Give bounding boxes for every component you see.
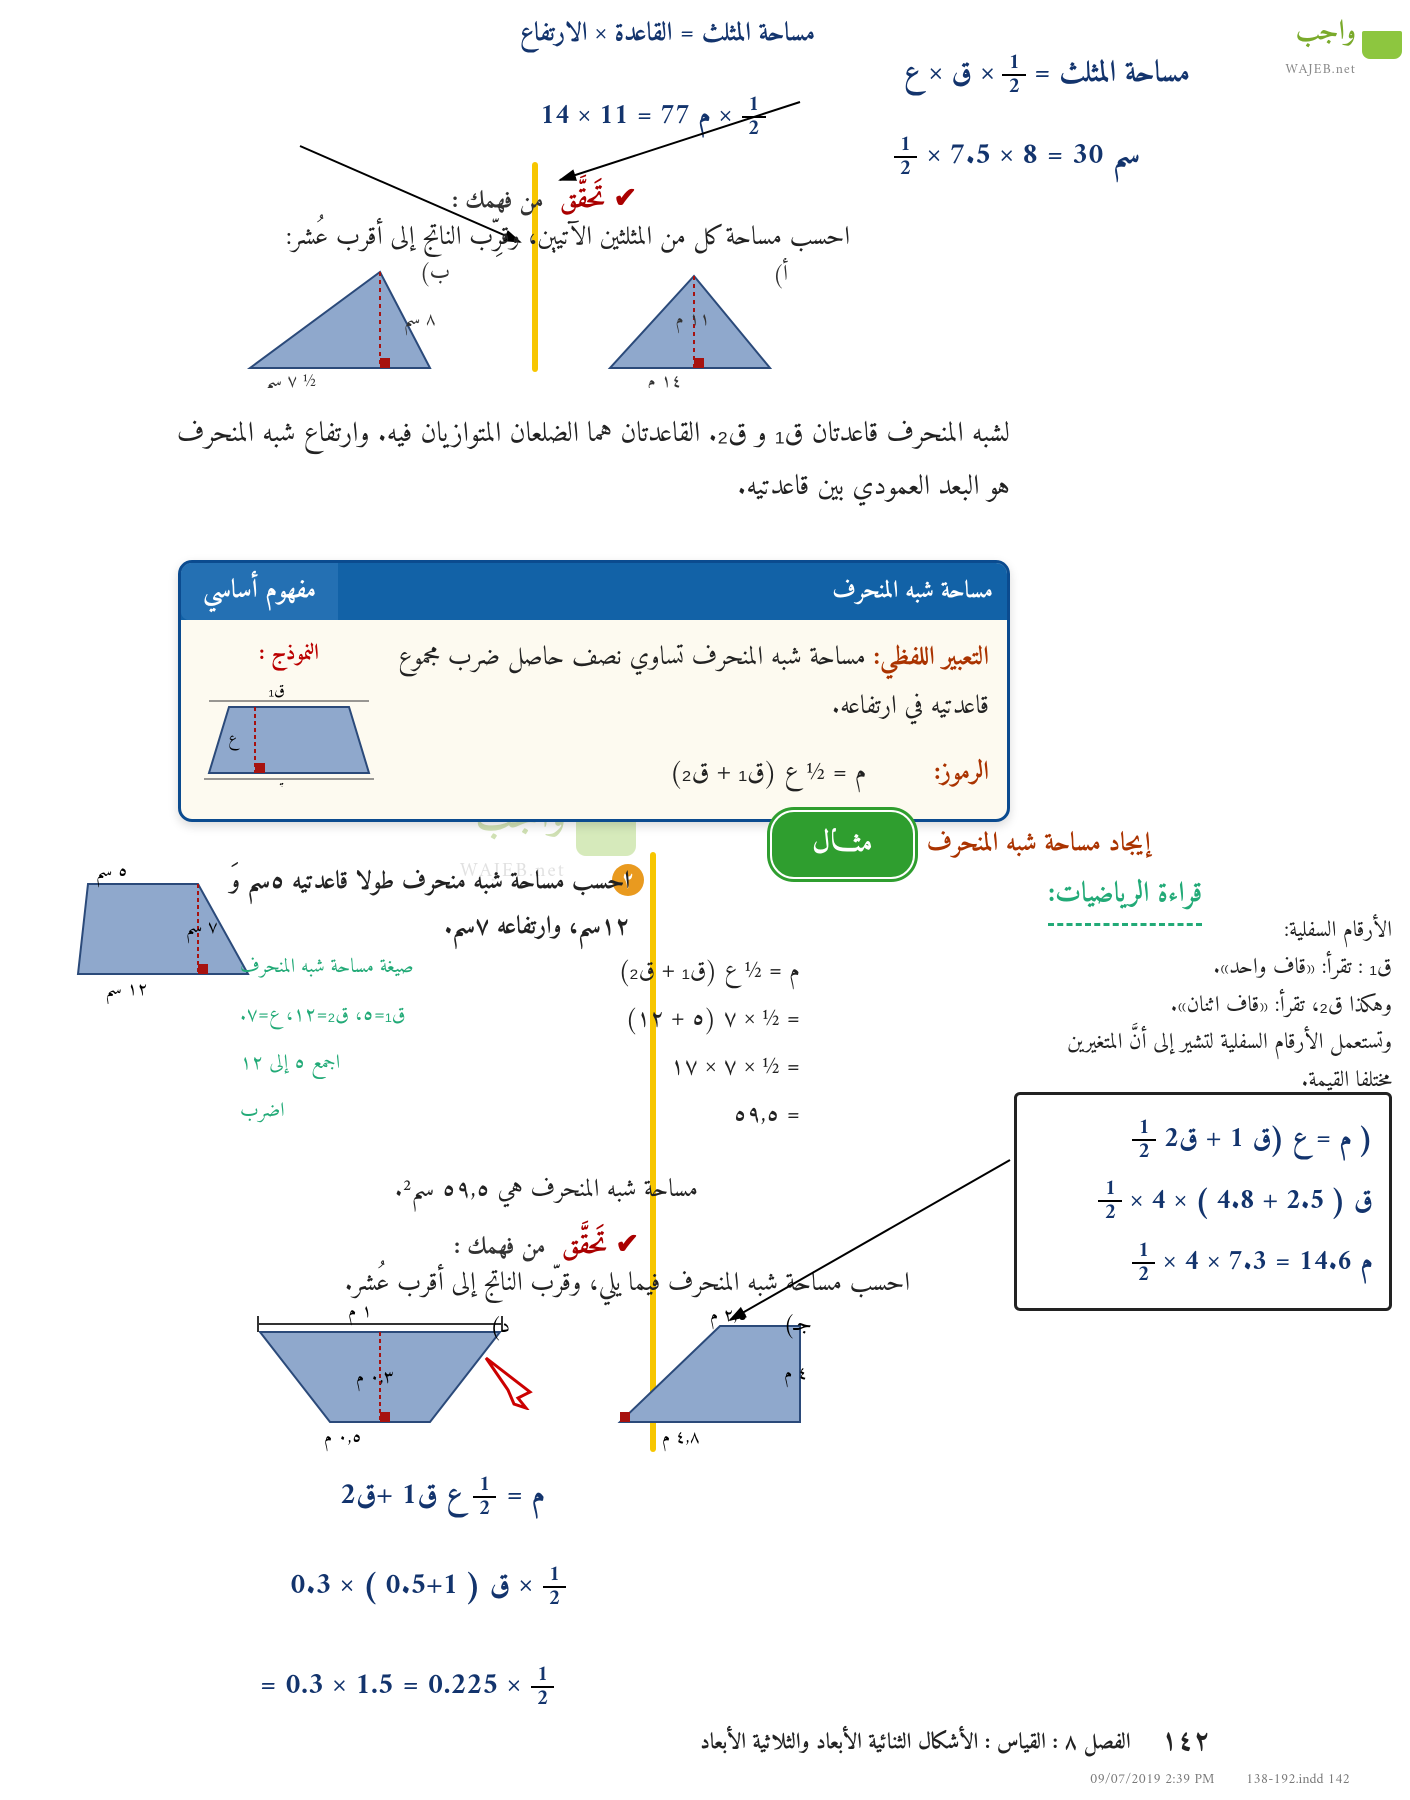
top-formula: مساحة المثلث = القاعدة × الارتفاع [520,12,815,57]
sidebar-text: الأرقام السفلية: ق₁ : تقرأ: «قاف واحد». … [1026,912,1392,1099]
svg-text:٥ سم: ٥ سم [96,857,128,888]
half-fraction: 12 [1132,1117,1156,1163]
page-footer: ١٤٢ الفصل ٨ : القياس : الأشكال الثنائية … [700,1717,1210,1766]
concept-title: مساحة شبه المنحرف [338,565,1007,619]
svg-text:٠,٥ م: ٠,٥ م [324,1423,362,1454]
symbol-label: الرموز: [934,751,989,796]
chapter-title: الفصل ٨ : القياس : الأشكال الثنائية الأب… [700,1723,1131,1762]
bottom-eq3-text: = 0.3 × 1.5 = 0.225 × [260,1660,521,1713]
arrow-icon [478,1350,538,1410]
bottom-eq-3: = 0.3 × 1.5 = 0.225 × 12 [260,1660,554,1713]
side-box-line3: م 14.6 = 7.3 × 4 × [1163,1232,1373,1294]
triangle-b: ٨ سم ½ ٧ سم ب) [220,258,480,388]
svg-text:٨ سم: ٨ سم [404,305,436,336]
svg-text:د): د) [490,1307,510,1346]
page-number: ١٤٢ [1161,1717,1210,1766]
svg-text:ق₂: ق₂ [268,776,285,787]
meta-left: 138-192.indd 142 [1246,1767,1350,1792]
step-row: = ½ × ٧ (٥ + ١٢) ق₁=٥، ق₂=١٢، ع=٧. [240,996,800,1044]
step-row: = ٥٩,٥ اضرب [240,1092,800,1140]
logo-en: WAJEB.net [1285,57,1356,82]
bottom-eq-lhs: م = [506,1470,545,1523]
half-fraction: 12 [1132,1240,1156,1286]
eq30-text: × 7.5 × 8 = 30 سم [927,130,1140,183]
bottom-eq2-text: ق ( 1+0.5 ) × 0.3 × [290,1560,533,1613]
triangle-a: ١١ م ١٤ م أ) [570,258,810,388]
verbal-label: التعبير اللفظي: [873,636,989,681]
symbol-text: م = ½ ع (ق₁ + ق₂) [670,751,867,796]
svg-text:ق₁: ق₁ [269,678,285,706]
svg-text:١٤ م: ١٤ م [648,367,682,388]
example-trapezoid: ٥ سم ١٢ سم ٧ سم [58,854,268,1004]
sidebar-worked-box: ( م = ع (ق 1 + ق2 12 ق ( 2.5 + 4.8 ) × 4… [1014,1092,1392,1311]
trapezoid-intro: لشبه المنحرف قاعدتان ق₁ و ق₂. القاعدتان … [170,408,1010,514]
svg-text:أ): أ) [773,258,789,294]
step-row: م = ½ ع (ق₁ + ق₂) صيغة مساحة شبه المنحرف [240,948,800,996]
svg-text:١ م: ١ م [348,1302,372,1328]
logo-ar: واجب [1285,8,1356,57]
bottom-formula: م = 12 ع ق1 +ق2 [340,1470,545,1523]
half-fraction: 12 [1098,1178,1122,1224]
example-title: إيجاد مساحة شبه المنحرف [927,822,1151,867]
half-fraction: 12 [531,1664,555,1710]
half-fraction: 12 [473,1474,497,1520]
step-row: = ½ × ٧ × ١٧ اجمع ٥ إلى ١٢ [240,1044,800,1092]
arrow-icon [710,1140,1030,1340]
bottom-eq-rhs: ع ق1 +ق2 [340,1470,463,1523]
book-icon [1362,31,1402,59]
formula-lhs: مساحة المثلث = [1034,48,1190,101]
concept-box: مساحة شبه المنحرف مفهوم أساسي التعبير ال… [178,560,1010,822]
example-answer: مساحة شبه المنحرف هي ٥٩,٥ سم². [278,1168,698,1212]
trapezoid-model-icon: ق₁ ق₂ ع [199,677,379,787]
eq-30: 12 × 7.5 × 8 = 30 سم [894,130,1140,183]
svg-text:٤,٨ م: ٤,٨ م [662,1423,700,1452]
triangle-formula: مساحة المثلث = 12 × ق × ع [904,48,1190,101]
svg-text:½ ٧ سم: ½ ٧ سم [265,367,316,388]
half-fraction: 12 [894,134,918,180]
svg-text:١٢ سم: ١٢ سم [105,975,148,1004]
concept-text: التعبير اللفظي: مساحة شبه المنحرف تساوي … [393,634,989,801]
exercise-prompt-1: احسب مساحة كل من المثلثين الآتيين، وقرِّ… [210,216,850,261]
example-steps: م = ½ ع (ق₁ + ق₂) صيغة مساحة شبه المنحرف… [240,948,800,1140]
formula-rhs: × ق × ع [904,48,994,101]
svg-text:١١ م: ١١ م [676,305,710,336]
example-pill: مثـــال [770,810,915,879]
bottom-eq-2: ق ( 1+0.5 ) × 0.3 × 12 [290,1560,566,1613]
concept-model: النموذج : ق₁ ق₂ ع [199,634,379,801]
side-box-line1: ( م = ع (ق 1 + ق2 [1164,1109,1373,1171]
svg-text:ب): ب) [420,258,450,292]
concept-body: التعبير اللفظي: مساحة شبه المنحرف تساوي … [181,620,1007,819]
svg-text:٤ م: ٤ م [784,1359,808,1390]
concept-header: مساحة شبه المنحرف مفهوم أساسي [181,563,1007,620]
concept-tab: مفهوم أساسي [181,563,338,620]
example-header: إيجاد مساحة شبه المنحرف مثـــال [770,810,1151,879]
half-fraction: 12 [1002,52,1026,98]
model-label: النموذج : [199,634,379,673]
triangles-row: ١١ م ١٤ م أ) ٨ سم ½ ٧ سم ب) [190,258,890,388]
side-box-line2: ق ( 2.5 + 4.8 ) × 4 × [1130,1171,1373,1233]
wajeb-logo: واجب WAJEB.net [1285,8,1402,82]
svg-text:٠,٣ م: ٠,٣ م [356,1363,394,1394]
half-fraction: 12 [543,1564,567,1610]
svg-text:٧ سم: ٧ سم [186,913,218,944]
meta-right: 09/07/2019 2:39 PM [1090,1767,1214,1792]
